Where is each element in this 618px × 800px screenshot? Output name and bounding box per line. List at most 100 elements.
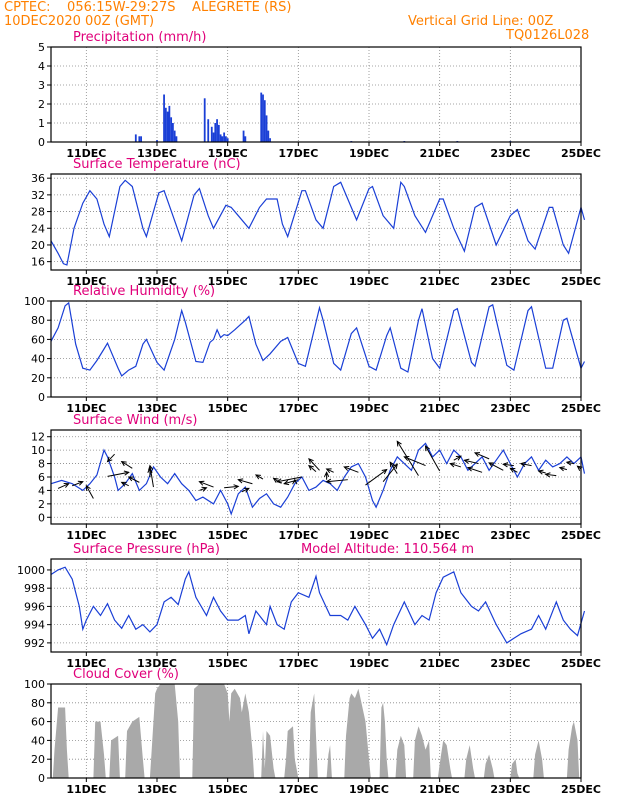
y-tick-label: 20 xyxy=(31,239,45,252)
y-tick-label: 1 xyxy=(38,117,45,130)
wind-arrow xyxy=(255,474,264,480)
panel-frame xyxy=(50,173,582,271)
y-tick-label: 28 xyxy=(31,206,45,219)
panel-frame xyxy=(50,300,582,398)
y-tick-label: 16 xyxy=(31,256,45,269)
x-tick-label: 13DEC xyxy=(137,783,177,796)
panel-title: Cloud Cover (%) xyxy=(73,667,179,682)
wind-arrow xyxy=(559,467,568,471)
y-tick-label: 996 xyxy=(24,600,45,613)
y-tick-label: 3 xyxy=(38,79,45,92)
wind-arrowhead xyxy=(201,486,208,492)
precip-bar xyxy=(225,136,227,142)
x-tick-label: 11DEC xyxy=(66,147,106,160)
x-tick-label: 21DEC xyxy=(420,783,460,796)
x-tick-label: 21DEC xyxy=(420,275,460,288)
precip-bar xyxy=(175,136,178,142)
wind-arrow xyxy=(72,481,83,487)
wind-arrow xyxy=(344,466,359,473)
wind-arrow xyxy=(464,459,479,465)
panel-title: Relative Humidity (%) xyxy=(73,284,215,299)
cloud-cover-area xyxy=(51,684,585,778)
wind-arrowhead xyxy=(106,456,113,463)
y-tick-label: 32 xyxy=(31,189,45,202)
x-tick-label: 15DEC xyxy=(208,275,248,288)
wind-arrow xyxy=(404,456,426,467)
x-tick-label: 19DEC xyxy=(349,529,389,542)
wind-arrowhead xyxy=(455,455,462,461)
y-tick-label: 8 xyxy=(38,458,45,471)
wind-arrow xyxy=(545,473,557,477)
wind-arrowhead xyxy=(323,471,330,478)
wind-arrow xyxy=(467,467,483,473)
y-tick-label: 80 xyxy=(31,314,45,327)
wind-arrowhead xyxy=(463,458,470,464)
x-tick-label: 23DEC xyxy=(490,147,530,160)
precip-bar xyxy=(262,94,264,142)
x-tick-label: 21DEC xyxy=(420,402,460,415)
wind-arrow xyxy=(107,453,115,462)
wind-arrowhead xyxy=(276,478,283,484)
y-tick-label: 4 xyxy=(38,484,45,497)
y-tick-label: 80 xyxy=(31,697,45,710)
x-tick-label: 11DEC xyxy=(66,529,106,542)
x-tick-label: 15DEC xyxy=(208,657,248,670)
wind-arrowhead xyxy=(127,476,134,482)
y-tick-label: 994 xyxy=(24,619,45,632)
precip-bar xyxy=(164,107,167,142)
y-tick-label: 60 xyxy=(31,333,45,346)
y-tick-label: 100 xyxy=(24,678,45,691)
series-line xyxy=(50,301,586,377)
panel-2: 0 20 40 60 80 100 11DEC 13DEC 15DEC 17DEC 19DEC 21D… xyxy=(24,284,601,415)
x-tick-label: 25DEC xyxy=(561,402,601,415)
wind-arrow xyxy=(149,465,154,488)
x-tick-label: 17DEC xyxy=(278,147,318,160)
wind-arrowhead xyxy=(243,487,250,493)
x-tick-label: 15DEC xyxy=(208,402,248,415)
x-tick-label: 21DEC xyxy=(420,657,460,670)
x-tick-label: 25DEC xyxy=(561,147,601,160)
wind-arrowhead xyxy=(488,462,495,468)
panel-frame xyxy=(50,46,582,143)
y-tick-label: 5 xyxy=(38,41,45,54)
y-tick-label: 20 xyxy=(31,753,45,766)
wind-arrowhead xyxy=(449,462,456,468)
x-tick-label: 17DEC xyxy=(278,783,318,796)
y-tick-label: 40 xyxy=(31,353,45,366)
precip-bar xyxy=(244,136,247,142)
y-tick-label: 36 xyxy=(31,172,45,185)
y-tick-label: 2 xyxy=(38,98,45,111)
series-line xyxy=(50,442,586,516)
y-tick-label: 60 xyxy=(31,716,45,729)
precip-bar xyxy=(156,140,158,142)
panel-frame xyxy=(50,558,582,653)
model-altitude: Model Altitude: 110.564 m xyxy=(301,542,474,557)
wind-arrowhead xyxy=(343,465,350,471)
series-line xyxy=(50,566,586,647)
wind-arrowhead xyxy=(120,460,127,467)
y-tick-label: 0 xyxy=(38,136,45,149)
wind-arrow xyxy=(238,479,253,485)
x-tick-label: 17DEC xyxy=(278,402,318,415)
wind-arrowhead xyxy=(389,461,395,468)
wind-arrow xyxy=(503,463,514,467)
x-tick-label: 25DEC xyxy=(561,275,601,288)
x-tick-label: 17DEC xyxy=(278,529,318,542)
wind-arrow xyxy=(538,470,546,474)
x-tick-label: 25DEC xyxy=(561,529,601,542)
precip-bar xyxy=(226,138,229,142)
wind-arrowhead xyxy=(254,474,261,480)
x-tick-label: 21DEC xyxy=(420,529,460,542)
wind-arrow xyxy=(566,461,575,465)
wind-arrow xyxy=(308,458,320,471)
y-tick-label: 0 xyxy=(38,391,45,404)
y-tick-label: 0 xyxy=(38,772,45,785)
precip-bar xyxy=(223,132,226,142)
x-tick-label: 13DEC xyxy=(137,529,177,542)
x-tick-label: 17DEC xyxy=(278,275,318,288)
precip-bar xyxy=(173,130,176,142)
wind-arrow xyxy=(389,461,398,474)
panel-title: Surface Temperature (nC) xyxy=(73,157,241,172)
panel-1: 16 20 24 28 32 36 11DEC 13DEC 15DEC 17DEC 19DEC 21D… xyxy=(31,157,601,288)
